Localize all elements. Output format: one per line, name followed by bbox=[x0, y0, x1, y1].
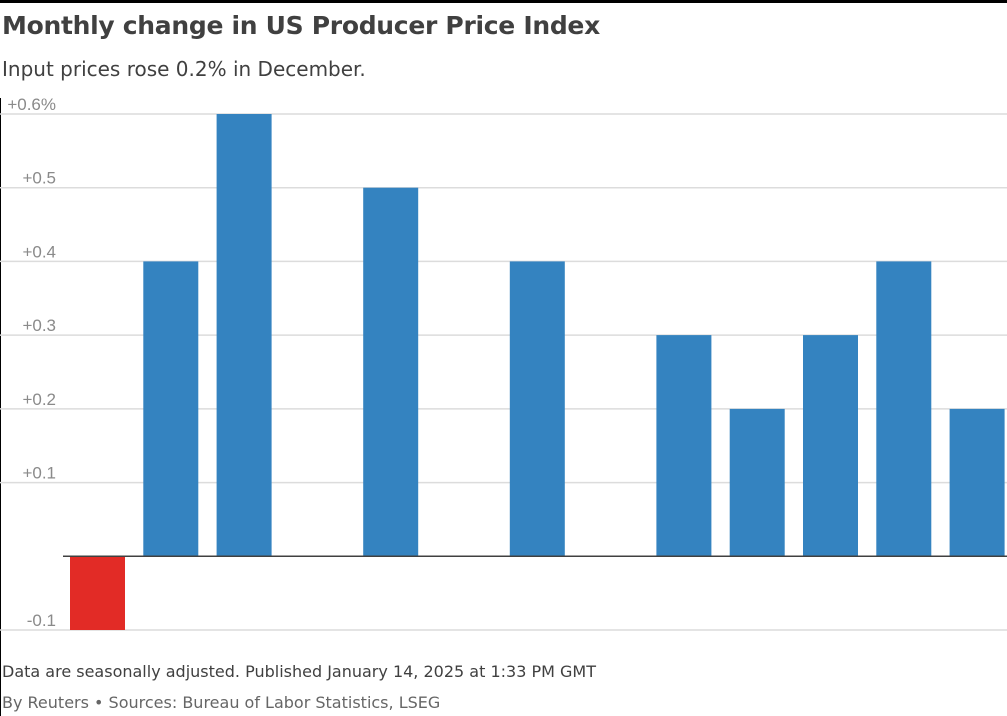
bar-10 bbox=[729, 408, 785, 557]
bar-12 bbox=[876, 261, 932, 557]
y-tick-label: +0.5 bbox=[22, 169, 56, 188]
y-tick-label: +0.1 bbox=[22, 464, 56, 483]
y-tick-label: +0.3 bbox=[22, 316, 56, 335]
bar-chart: +0.6% +0.5 +0.4 +0.3 +0.2 +0.1 -0.1 bbox=[0, 98, 1007, 631]
y-tick-label: -0.1 bbox=[27, 611, 56, 630]
y-axis-ticks: +0.6% +0.5 +0.4 +0.3 +0.2 +0.1 -0.1 bbox=[7, 98, 56, 630]
bar-1 bbox=[70, 556, 125, 630]
bar-5 bbox=[363, 187, 419, 557]
bar-7 bbox=[509, 261, 565, 557]
bar-2 bbox=[143, 261, 199, 557]
bar-13 bbox=[949, 408, 1005, 557]
chart-title: Monthly change in US Producer Price Inde… bbox=[2, 11, 600, 40]
y-tick-label: +0.2 bbox=[22, 390, 56, 409]
left-border bbox=[0, 98, 1, 716]
top-rule bbox=[0, 0, 1007, 3]
chart-subtitle: Input prices rose 0.2% in December. bbox=[2, 57, 366, 81]
footnote: Data are seasonally adjusted. Published … bbox=[2, 662, 596, 681]
y-tick-label: +0.6% bbox=[7, 98, 56, 114]
y-tick-label: +0.4 bbox=[22, 242, 56, 261]
source-credit: By Reuters • Sources: Bureau of Labor St… bbox=[2, 693, 441, 712]
bars bbox=[70, 114, 1005, 630]
bar-11 bbox=[803, 335, 858, 557]
bar-9 bbox=[656, 335, 712, 557]
bar-3 bbox=[216, 114, 272, 557]
